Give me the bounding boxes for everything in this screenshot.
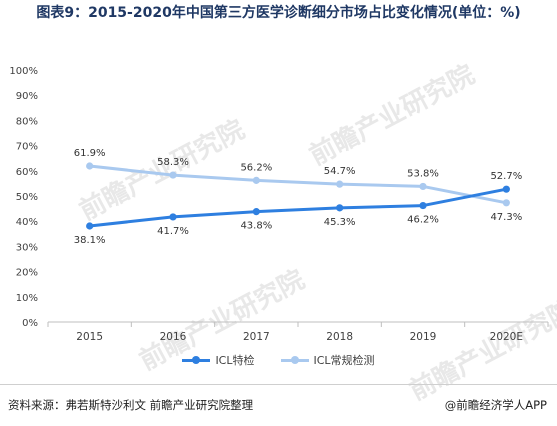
- data-label: 52.7%: [490, 171, 522, 182]
- data-label: 43.8%: [240, 221, 272, 232]
- y-tick-label: 80%: [16, 116, 38, 127]
- data-label: 45.3%: [324, 217, 356, 228]
- data-point: [502, 199, 510, 207]
- data-label: 54.7%: [324, 166, 356, 177]
- data-point: [252, 208, 260, 216]
- y-tick-label: 30%: [16, 242, 38, 253]
- data-point: [169, 213, 177, 221]
- legend-dot: [192, 356, 201, 364]
- x-tick-label: 2017: [243, 331, 270, 343]
- data-point: [336, 180, 344, 188]
- footer: 资料来源：弗若斯特沙利文 前瞻产业研究院整理 @前瞻经济学人APP: [0, 384, 557, 426]
- y-tick-label: 40%: [16, 217, 38, 228]
- legend-item-icl-routine: ICL常规检测: [280, 352, 375, 368]
- data-label: 47.3%: [490, 212, 522, 223]
- data-point: [419, 201, 427, 210]
- data-point: [169, 171, 177, 179]
- x-tick-label: 2020E: [490, 331, 523, 343]
- data-point: [419, 182, 427, 191]
- line-chart: 0% 10% 20% 30% 40% 50% 60% 70% 80% 90% 100% 2015 201…: [9, 66, 549, 343]
- data-label: 56.2%: [240, 162, 272, 173]
- data-point: [502, 185, 510, 193]
- y-tick-label: 90%: [16, 91, 38, 102]
- x-tick-label: 2015: [76, 331, 103, 343]
- chart-title: 图表9：2015-2020年中国第三方医学诊断细分市场占比变化情况(单位：%): [36, 5, 521, 21]
- data-label: 53.8%: [407, 168, 439, 179]
- data-point: [252, 176, 260, 184]
- legend-swatch-icl-special: [182, 355, 211, 365]
- data-point: [86, 162, 94, 170]
- y-tick-label: 50%: [16, 192, 38, 203]
- y-tick-label: 60%: [16, 167, 38, 178]
- data-label: 41.7%: [157, 226, 189, 237]
- legend-swatch-icl-routine: [280, 355, 309, 365]
- data-point: [336, 204, 344, 212]
- data-label: 58.3%: [157, 157, 189, 168]
- legend-dot: [290, 356, 299, 364]
- y-tick-label: 100%: [9, 66, 38, 77]
- x-tick-label: 2019: [410, 331, 437, 343]
- y-tick-label: 0%: [22, 318, 38, 329]
- legend-label-icl-routine: ICL常规检测: [313, 354, 375, 367]
- x-tick-label: 2018: [326, 331, 353, 343]
- legend-label-icl-special: ICL特检: [215, 354, 255, 367]
- data-label: 38.1%: [74, 235, 106, 246]
- y-tick-label: 70%: [16, 142, 38, 153]
- brand-text: @前瞻经济学人APP: [444, 398, 547, 412]
- data-label: 46.2%: [407, 215, 439, 226]
- chart-legend: ICL特检 ICL常规检测: [0, 352, 557, 368]
- data-label: 61.9%: [74, 148, 106, 159]
- legend-item-icl-special: ICL特检: [182, 352, 255, 368]
- y-tick-label: 10%: [16, 293, 38, 304]
- series-line: [88, 187, 508, 228]
- y-tick-label: 20%: [16, 268, 38, 279]
- data-point: [86, 222, 94, 230]
- x-tick-label: 2016: [160, 331, 187, 343]
- series-line: [88, 164, 508, 205]
- source-text: 资料来源：弗若斯特沙利文 前瞻产业研究院整理: [8, 398, 254, 412]
